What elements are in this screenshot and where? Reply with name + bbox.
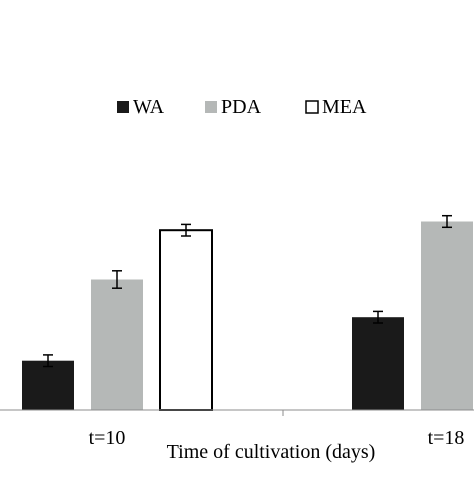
error-bar-mea-t10 — [181, 223, 191, 237]
error-bar-wa-t10 — [43, 354, 53, 368]
error-bar-wa-t18 — [373, 310, 383, 324]
legend-entry-mea: MEA — [305, 96, 367, 118]
legend: WA PDA MEA — [117, 96, 367, 118]
legend-entry-pda: PDA — [205, 96, 262, 118]
bar-wa-t10 — [22, 360, 74, 410]
error-bar-pda-t18 — [442, 214, 452, 229]
legend-label-wa: WA — [133, 96, 165, 118]
legend-label-mea: MEA — [322, 96, 367, 118]
bar-wa-t18 — [352, 317, 404, 410]
error-bar-pda-t10 — [112, 270, 122, 289]
bar-mea-t10 — [159, 229, 213, 411]
legend-swatch-wa — [117, 101, 129, 113]
legend-swatch-pda — [205, 101, 217, 113]
x-tick-label-t18: t=18 — [428, 427, 465, 449]
legend-swatch-mea — [305, 100, 319, 114]
bar-pda-t18 — [421, 221, 473, 410]
bar-pda-t10 — [91, 279, 143, 410]
bars — [22, 214, 473, 411]
tick-labels: t=10 t=18 — [89, 427, 465, 449]
axes — [0, 409, 474, 416]
legend-entry-wa: WA — [117, 96, 165, 118]
x-tick-label-t10: t=10 — [89, 427, 126, 449]
x-axis-label: Time of cultivation (days) — [167, 441, 376, 463]
legend-label-pda: PDA — [221, 96, 262, 118]
